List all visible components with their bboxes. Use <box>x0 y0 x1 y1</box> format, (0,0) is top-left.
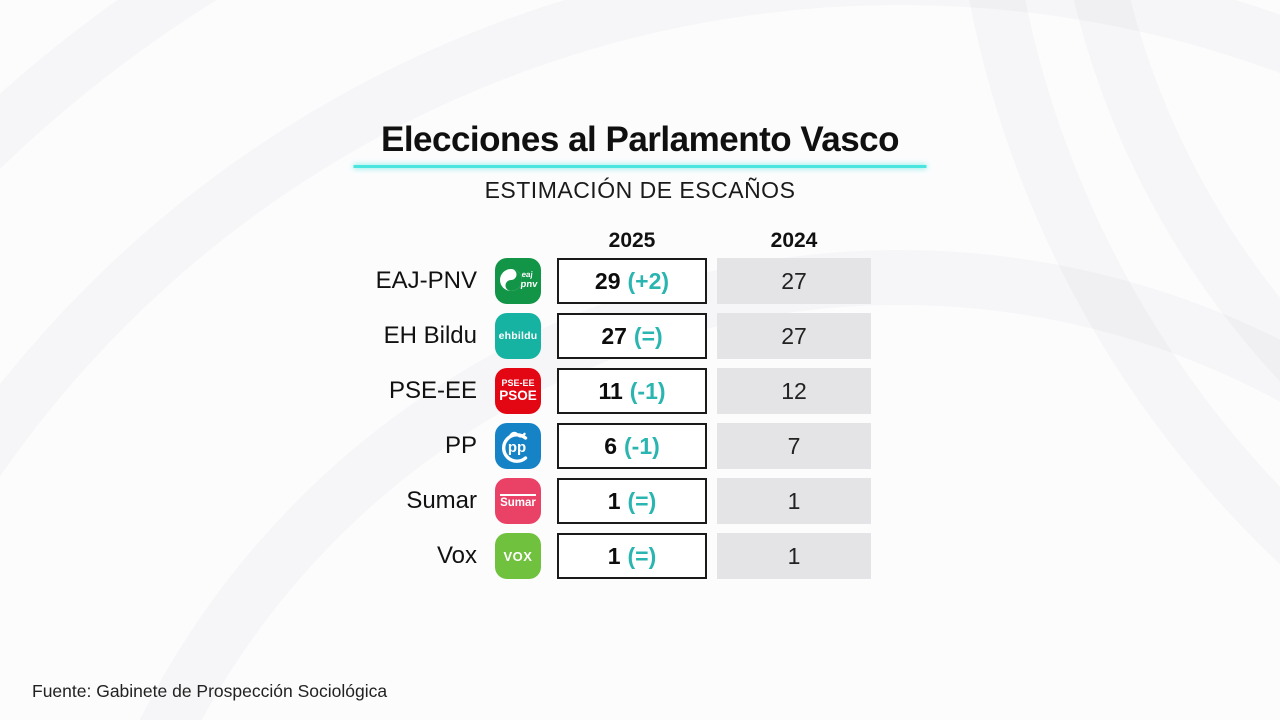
party-name: PSE-EE <box>388 377 477 404</box>
psoe-logo-line2: PSOE <box>499 387 537 403</box>
seats-change: (+2) <box>627 267 670 294</box>
eaj-pnv-logo-icon: eaj pnv <box>495 258 541 304</box>
seats-change: (=) <box>627 487 657 514</box>
seats-2025: 29 <box>594 267 621 294</box>
page-title: Elecciones al Parlamento Vasco <box>380 120 900 159</box>
seats-change: (=) <box>633 322 663 349</box>
previous-box: 1 <box>717 533 871 579</box>
seats-change: (=) <box>627 542 657 569</box>
table-row: PSE-EE PSE-EE PSOE 11 (-1) 12 <box>330 368 871 414</box>
column-header-2025: 2025 <box>608 229 656 252</box>
estimate-box: 29 (+2) <box>557 258 707 304</box>
seats-change: (-1) <box>624 432 660 459</box>
title-underline <box>353 165 927 168</box>
previous-box: 27 <box>717 258 871 304</box>
table-row: Vox VOX 1 (=) 1 <box>330 533 871 579</box>
seats-2025: 1 <box>607 542 621 569</box>
table-row: PP pp 6 (-1) 7 <box>330 423 871 469</box>
previous-box: 12 <box>717 368 871 414</box>
table-row: Sumar Sumar 1 (=) 1 <box>330 478 871 524</box>
pnv-logo-text: eaj pnv <box>520 270 539 290</box>
estimate-box: 1 (=) <box>557 533 707 579</box>
page-subtitle: ESTIMACIÓN DE ESCAÑOS <box>484 177 796 203</box>
source-text: Fuente: Gabinete de Prospección Sociológ… <box>32 681 388 701</box>
seats-2025: 27 <box>601 322 627 349</box>
pp-logo-text: pp <box>507 439 527 456</box>
column-header-2024: 2024 <box>770 229 818 252</box>
seats-table: 2025 2024 EAJ-PNV eaj pnv 29 (+2) <box>330 228 871 588</box>
party-name: EH Bildu <box>383 322 477 349</box>
table-row: EAJ-PNV eaj pnv 29 (+2) 27 <box>330 258 871 304</box>
pnv-logo-line2: pnv <box>520 279 539 290</box>
seats-change: (-1) <box>629 377 666 404</box>
psoe-logo-line1: PSE-EE <box>501 378 535 389</box>
seats-2025: 6 <box>604 432 617 459</box>
previous-box: 27 <box>717 313 871 359</box>
sumar-logo-icon: Sumar <box>495 478 541 524</box>
party-name: EAJ-PNV <box>375 267 477 294</box>
pp-arc-icon <box>501 431 528 463</box>
estimate-box: 1 (=) <box>557 478 707 524</box>
pse-ee-logo-icon: PSE-EE PSOE <box>495 368 541 414</box>
psoe-logo-text: PSE-EE PSOE <box>499 378 537 403</box>
pnv-logo-line1: eaj <box>521 270 534 279</box>
party-name: Vox <box>436 542 477 569</box>
party-name: Sumar <box>406 487 477 514</box>
bildu-logo-text: ehbildu <box>498 330 538 342</box>
seats-2025: 11 <box>598 377 623 404</box>
estimate-box: 11 (-1) <box>557 368 707 414</box>
estimate-box: 27 (=) <box>557 313 707 359</box>
vox-logo-text: VOX <box>503 548 533 564</box>
previous-box: 7 <box>717 423 871 469</box>
pp-logo-icon: pp <box>495 423 541 469</box>
vox-logo-icon: VOX <box>495 533 541 579</box>
seats-2025: 1 <box>607 487 621 514</box>
header: Elecciones al Parlamento Vasco ESTIMACIÓ… <box>353 120 927 204</box>
pnv-swirl-icon <box>500 269 522 291</box>
sumar-logo-text: Sumar <box>500 493 536 509</box>
eh-bildu-logo-icon: ehbildu <box>495 313 541 359</box>
estimate-box: 6 (-1) <box>557 423 707 469</box>
table-row: EH Bildu ehbildu 27 (=) 27 <box>330 313 871 359</box>
table-header: 2025 2024 <box>330 228 871 254</box>
party-name: PP <box>444 432 477 459</box>
previous-box: 1 <box>717 478 871 524</box>
